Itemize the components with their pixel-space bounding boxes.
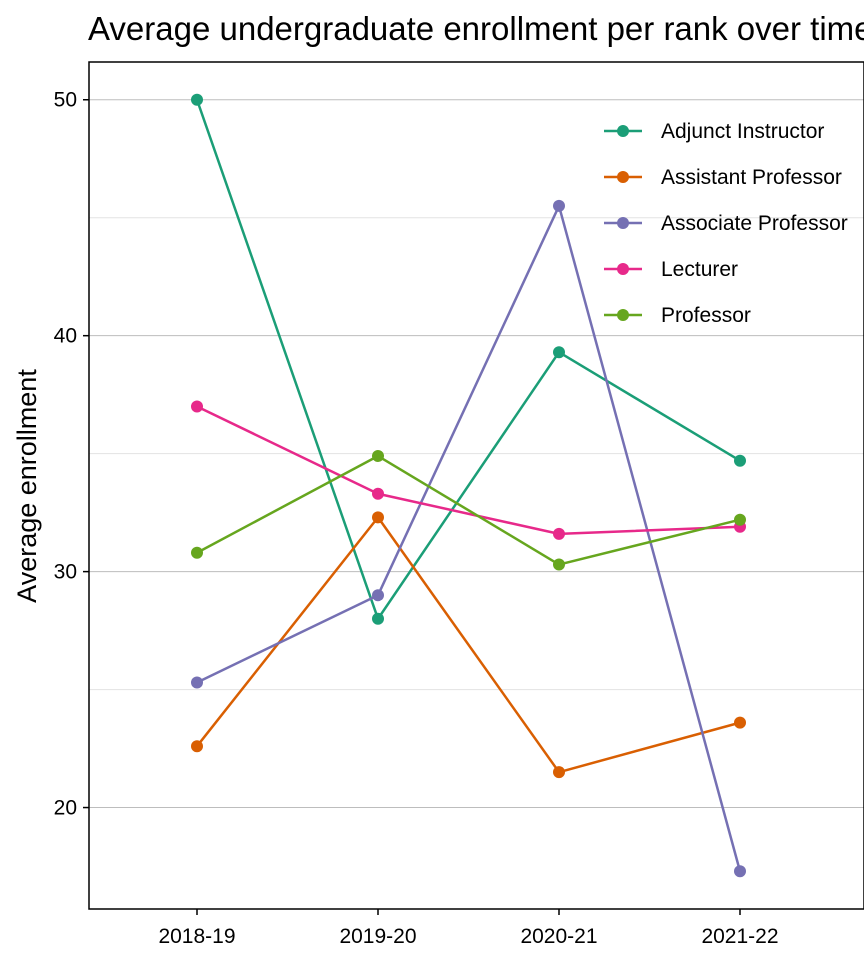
data-point bbox=[372, 589, 384, 602]
data-point bbox=[553, 199, 565, 212]
data-point bbox=[734, 865, 746, 878]
legend-label: Lecturer bbox=[661, 258, 738, 281]
series-lines bbox=[191, 93, 746, 878]
data-point bbox=[191, 676, 203, 689]
legend-item: Professor bbox=[604, 304, 751, 327]
legend-swatch-point bbox=[617, 125, 629, 137]
legend-swatch-point bbox=[617, 171, 629, 183]
data-point bbox=[734, 513, 746, 526]
series-group bbox=[191, 400, 746, 540]
data-point bbox=[191, 740, 203, 753]
x-tick-label: 2019-20 bbox=[339, 925, 416, 948]
data-point bbox=[372, 511, 384, 524]
data-point bbox=[191, 546, 203, 559]
y-tick-label: 20 bbox=[54, 797, 77, 820]
data-point bbox=[191, 93, 203, 106]
series-group bbox=[191, 450, 746, 571]
data-point bbox=[553, 558, 565, 571]
legend-item: Associate Professor bbox=[604, 212, 848, 235]
x-tick-label: 2021-22 bbox=[701, 925, 778, 948]
legend-item: Adjunct Instructor bbox=[604, 120, 824, 143]
legend-item: Assistant Professor bbox=[604, 166, 842, 189]
legend-label: Adjunct Instructor bbox=[661, 120, 824, 143]
legend: Adjunct Instructor Assistant Professor Ass… bbox=[604, 120, 848, 327]
data-point bbox=[553, 527, 565, 540]
y-axis-label: Average enrollment bbox=[12, 369, 42, 603]
y-tick-label: 50 bbox=[54, 89, 77, 112]
chart-title: Average undergraduate enrollment per ran… bbox=[88, 10, 864, 47]
data-point bbox=[372, 450, 384, 463]
y-axis-ticks: 20 30 40 50 bbox=[54, 89, 89, 820]
series-line bbox=[195, 99, 741, 621]
y-tick-label: 40 bbox=[54, 325, 77, 348]
series-line bbox=[196, 454, 741, 566]
legend-item: Lecturer bbox=[604, 258, 738, 281]
grid-lines bbox=[89, 99, 864, 809]
legend-swatch-point bbox=[617, 263, 629, 275]
series-line bbox=[196, 516, 741, 774]
series-line bbox=[196, 204, 742, 872]
x-tick-label: 2018-19 bbox=[158, 925, 235, 948]
data-point bbox=[734, 454, 746, 467]
data-point bbox=[553, 766, 565, 779]
series-group bbox=[191, 199, 746, 878]
data-point bbox=[553, 346, 565, 359]
legend-label: Assistant Professor bbox=[661, 166, 842, 189]
data-point bbox=[191, 400, 203, 413]
legend-label: Associate Professor bbox=[661, 212, 848, 235]
y-tick-label: 30 bbox=[54, 561, 77, 584]
series-group bbox=[191, 511, 746, 779]
legend-swatch-point bbox=[617, 309, 629, 321]
x-tick-label: 2020-21 bbox=[520, 925, 597, 948]
data-point bbox=[734, 716, 746, 729]
series-line bbox=[196, 405, 741, 536]
legend-swatch-point bbox=[617, 217, 629, 229]
data-point bbox=[372, 612, 384, 625]
x-axis-ticks: 2018-19 2019-20 2020-21 2021-22 bbox=[158, 909, 779, 948]
series-group bbox=[191, 93, 746, 625]
data-point bbox=[372, 487, 384, 500]
plot-frame bbox=[88, 61, 864, 910]
legend-label: Professor bbox=[661, 304, 751, 327]
